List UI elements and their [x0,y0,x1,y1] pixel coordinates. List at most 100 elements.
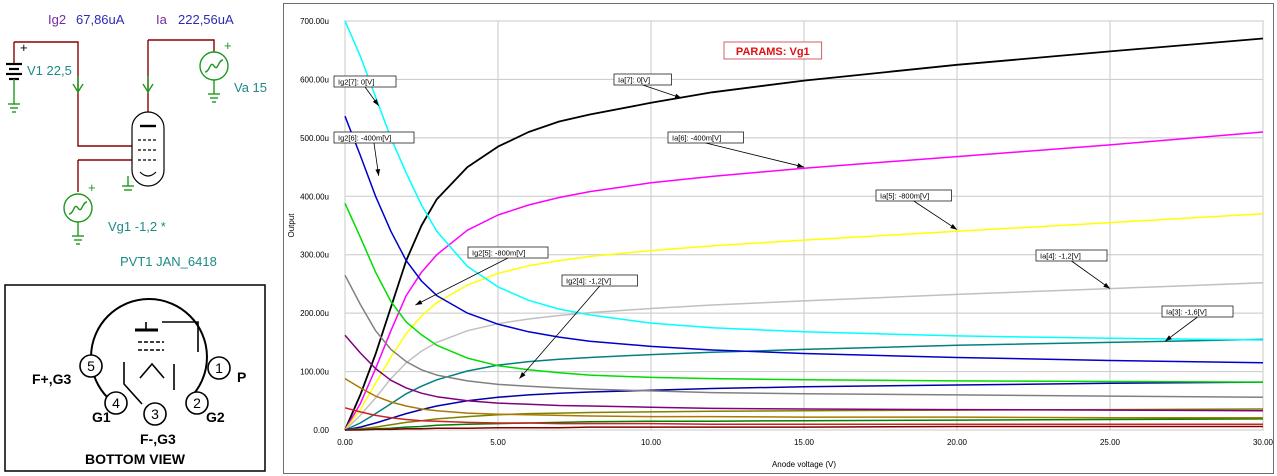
pin-3-label: F-,G3 [140,431,176,447]
series-line [344,20,1264,341]
series-line [344,381,1264,431]
series-line [344,377,1263,419]
pin-4: 4 G1 [92,391,128,425]
annotations: Ig2[7]: 0[V] Ig2[6]: -400m[V] Ig2[5]: -800… [333,73,1234,379]
tube-symbol [131,111,165,187]
series-line [344,282,1264,431]
annotation-box [561,274,638,287]
annotation-arrowhead [1165,335,1172,342]
annotation-box [613,73,672,86]
pinout-caption: BOTTOM VIEW [85,451,186,467]
svg-text:5: 5 [87,358,95,374]
series-line [344,407,1263,425]
svg-text:1: 1 [215,360,223,376]
axes: 0.00 5.00 10.00 15.00 20.00 25.00 30.00 0.00 100… [287,17,1273,469]
annotation-box [467,246,549,259]
series-line [344,334,1264,412]
svg-text:3: 3 [151,406,159,422]
electrode-drawing [123,321,199,405]
annotation-label: Ig2[6]: -400m[V] [338,134,391,143]
annotation-box [1035,249,1108,262]
x-tick-label: 15.00 [794,438,815,447]
series-line [344,131,1264,431]
pin-1-label: P [237,369,246,385]
ig2-meter-label: Ig2 [48,12,66,27]
vg1-plus-sign: + [88,180,96,195]
series-line [344,115,1264,364]
y-tick-label: 200.00u [300,309,329,318]
series-line [344,213,1264,431]
annotation-leader [415,257,509,306]
x-axis-label: Anode voltage (V) [772,460,836,469]
ia-meter-label: Ia [156,12,168,27]
annotation-label: Ia[7]: 0[V] [618,76,650,85]
x-tick-label: 0.00 [337,438,353,447]
pin-2: 2 G2 [185,391,225,425]
series-line [344,338,1264,431]
annotation-arrowhead [519,372,526,379]
va-source [199,51,229,103]
chart-title: PARAMS: Vg1 [736,46,810,58]
y-tick-label: 300.00u [300,251,329,260]
annotation-arrowhead [950,223,957,230]
chart-panel: 0.00 5.00 10.00 15.00 20.00 25.00 30.00 0.00 100… [283,3,1274,474]
annotation-box [1161,305,1234,318]
pin-4-label: G1 [92,409,111,425]
vg1-label: Vg1 -1,2 * [108,219,166,234]
ig2-meter-value: 67,86uA [76,12,125,27]
iv-characteristic-chart: 0.00 5.00 10.00 15.00 20.00 25.00 30.00 0.00 100… [287,17,1273,469]
series-lines [344,20,1264,431]
y-tick-label: 500.00u [300,134,329,143]
y-tick-label: 700.00u [300,17,329,26]
chart-title-group: PARAMS: Vg1 [723,41,823,60]
pinout-diagram: 5 F+,G3 4 G1 3 F-,G3 2 G2 1 P BOTTOM VIE… [4,284,266,472]
annotation-box [333,131,415,144]
ia-meter-value: 222,56uA [178,12,234,27]
annotation-leader [705,142,805,168]
annotation-label: Ia[4]: -1,2[V] [1040,252,1081,261]
annotation-leader [1071,260,1111,289]
y-tick-label: 0.00 [313,426,329,435]
va-label: Va 15 [234,80,267,95]
schematic-panel: Ig2 67,86uA Ia 222,56uA + V1 22,5 [6,12,267,269]
grid [344,20,1264,431]
y-tick-label: 100.00u [300,368,329,377]
annotation-arrowhead [1103,282,1110,289]
annotation-arrowhead [415,299,423,305]
annotation-leader [642,84,682,99]
annotation-leader [1164,316,1198,342]
annotation-arrowhead [674,93,682,99]
svg-text:4: 4 [112,395,120,411]
series-line [345,425,1263,431]
y-axis-label: Output [287,213,296,238]
annotation-arrowhead [372,98,379,106]
x-tick-label: 25.00 [1100,438,1121,447]
vg1-source [63,193,93,245]
v1-label: V1 22,5 [27,63,72,78]
y-tick-label: 400.00u [300,192,329,201]
series-line [344,274,1264,399]
x-tick-label: 20.00 [947,438,968,447]
annotation-box [875,189,952,202]
v1-battery [6,42,22,113]
annotation-arrowhead [375,168,381,176]
ia-ammeter-arrow [142,76,154,94]
tube-ground [122,176,134,191]
series-line [344,202,1264,383]
annotation-label: Ig2[5]: -800m[V] [472,249,525,258]
ig2-ammeter-arrow [72,76,84,94]
pin-5-label: F+,G3 [32,371,72,387]
annotation-box [667,131,744,144]
annotation-label: Ia[6]: -400m[V] [672,134,721,143]
pin-1: 1 P [207,356,246,385]
v1-plus-sign: + [20,40,28,55]
tube-part-label: PVT1 JAN_6418 [120,254,217,269]
x-tick-label: 10.00 [641,438,662,447]
x-tick-label: 5.00 [490,438,506,447]
x-tick-label: 30.00 [1253,438,1273,447]
annotation-label: Ig2[7]: 0[V] [338,78,374,87]
series-line [344,37,1264,431]
pin-2-label: G2 [206,409,225,425]
annotation-leader [519,285,601,379]
chart-title-box [723,41,823,60]
